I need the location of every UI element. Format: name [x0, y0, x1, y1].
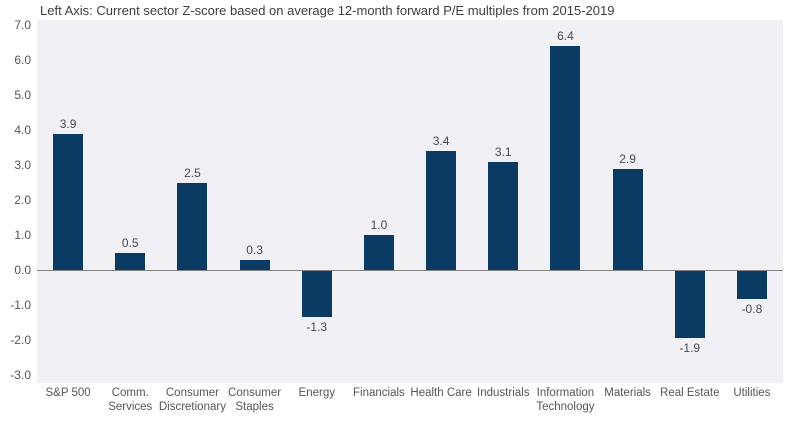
x-axis-category-label: Information Technology	[536, 387, 595, 413]
y-axis-tick-label: 7.0	[14, 18, 31, 32]
bar-value-label: -0.8	[741, 302, 763, 316]
x-axis-category-label: Consumer Staples	[228, 387, 282, 413]
y-axis-tick-label: 4.0	[14, 123, 31, 137]
bar	[53, 133, 84, 270]
x-axis-category-label: Financials	[353, 387, 405, 399]
bar-value-label: 6.4	[557, 29, 574, 43]
bar	[736, 271, 767, 299]
bar-value-label: 0.5	[121, 235, 139, 250]
y-axis-tick-label: 0.0	[14, 263, 31, 277]
plot-area: 3.9 0.5 2.5 0.3 -1.3 1.0 3.4 3.1 6.4 2.9 -1.9 -0.8	[37, 20, 783, 383]
x-axis-category-label: S&P 500	[45, 387, 91, 399]
bar	[363, 235, 394, 270]
bar	[674, 271, 705, 338]
x-axis-category-label: Comm. Services	[108, 387, 153, 413]
bar-value-label: 0.3	[246, 242, 263, 257]
y-axis-tick-label: 6.0	[14, 53, 31, 67]
bar	[426, 151, 457, 270]
bar-value-label: -1.3	[306, 319, 328, 334]
x-axis-category-label: Industrials	[477, 387, 530, 399]
bar	[488, 161, 519, 270]
bar-value-label: 2.5	[184, 165, 201, 180]
bar-value-label: 1.0	[370, 218, 388, 232]
bar	[239, 259, 270, 270]
y-axis: 7.0 6.0 5.0 4.0 3.0 2.0 1.0 0.0 -1.0 -2.0 -3.0	[0, 18, 31, 383]
y-axis-tick-label: -2.0	[10, 333, 31, 347]
x-axis: S&P 500 Comm. Services Consumer Discretion…	[0, 387, 790, 423]
x-axis-category-label: Health Care	[410, 387, 472, 399]
x-axis-category-label: Energy	[298, 387, 335, 399]
chart-title: Left Axis: Current sector Z-score based …	[40, 3, 615, 18]
zero-baseline	[37, 270, 783, 271]
y-axis-tick-label: -1.0	[10, 298, 31, 312]
bar-value-label: 3.4	[432, 134, 450, 148]
y-axis-tick-label: 5.0	[14, 88, 31, 102]
x-axis-category-label: Real Estate	[660, 387, 720, 399]
bar	[612, 168, 643, 270]
x-axis-category-label: Materials	[604, 387, 651, 399]
y-axis-tick-label: 3.0	[14, 158, 31, 172]
bar	[115, 252, 146, 270]
x-axis-category-label: Consumer Discretionary	[158, 387, 226, 413]
bar-value-label: -1.9	[679, 340, 701, 355]
y-axis-tick-label: 2.0	[14, 193, 31, 207]
x-axis-category-label: Utilities	[733, 387, 771, 399]
bar	[550, 46, 581, 270]
bar	[177, 182, 208, 270]
y-axis-tick-label: 1.0	[14, 228, 31, 242]
bar	[301, 271, 332, 317]
bar-value-label: 3.1	[494, 144, 512, 159]
bar-value-label: 2.9	[619, 151, 636, 166]
y-axis-tick-label: -3.0	[10, 368, 31, 382]
bar-value-label: 3.9	[59, 116, 77, 131]
